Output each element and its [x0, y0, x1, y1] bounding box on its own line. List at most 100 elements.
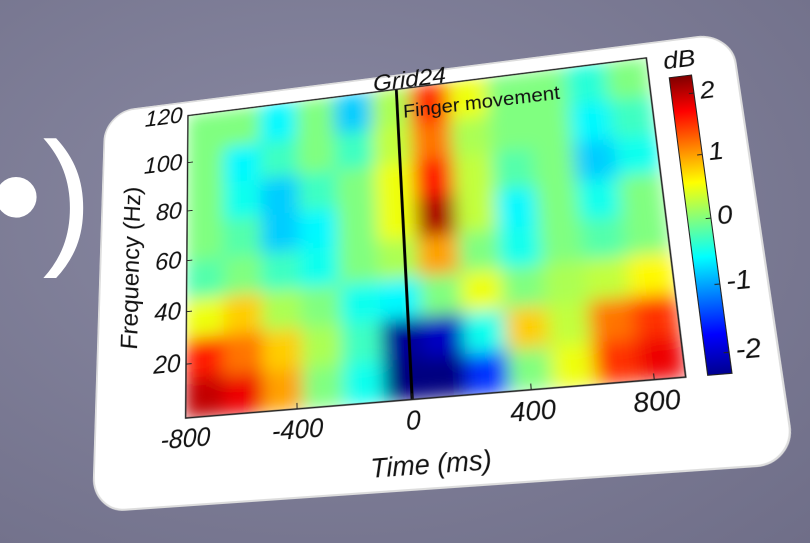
heatmap-cell [504, 303, 552, 350]
heatmap-cell [261, 210, 302, 254]
heatmap-cell [223, 214, 263, 258]
card: Grid24 Frequency (Hz) Time (ms) dB Finge… [89, 29, 802, 522]
heatmap-cell [565, 62, 611, 106]
heatmap-cell [454, 188, 499, 233]
heatmap-cell [298, 168, 339, 211]
heatmap-cell [411, 118, 454, 161]
heatmap-cell [263, 366, 305, 413]
heatmap-cell [613, 132, 661, 177]
left-fragment: •) [0, 120, 92, 270]
heatmap-cell [492, 146, 538, 191]
y-tick-label: 20 [152, 349, 181, 380]
x-tick-label: 0 [405, 405, 422, 436]
heatmap-cell [186, 145, 225, 187]
colorbar-tick-label: -1 [724, 265, 753, 297]
heatmap-cell [262, 286, 304, 331]
heatmap-cell [580, 214, 629, 260]
heatmap-cell [419, 271, 464, 317]
y-axis-label: Frequency (Hz) [116, 185, 146, 351]
y-tick [187, 260, 192, 261]
chart: Grid24 Frequency (Hz) Time (ms) dB Finge… [89, 29, 800, 517]
x-tick-label: 400 [509, 394, 558, 428]
heatmap-cell [424, 352, 470, 400]
colorbar-tick [697, 154, 702, 155]
heatmap-cell [300, 244, 342, 289]
heatmap-cell [223, 252, 263, 296]
heatmap-cell [223, 177, 262, 220]
heatmap-cell [415, 193, 459, 238]
y-tick [186, 311, 192, 312]
heatmap-cell [500, 262, 547, 309]
heatmap-cell [333, 91, 374, 133]
colorbar-tick [714, 284, 719, 285]
heatmap-cell [538, 218, 586, 264]
y-tick [186, 364, 192, 365]
page: •) Grid24 Frequency (Hz) Time (ms) dB Fi… [0, 0, 810, 543]
heatmap-cell [497, 223, 544, 269]
heatmap-cell [494, 184, 540, 229]
heatmap-cell [413, 155, 457, 199]
colorbar-tick [706, 218, 711, 219]
colorbar-tick-label: -2 [733, 333, 763, 366]
heatmap-cell [379, 275, 423, 321]
y-tick-label: 80 [156, 197, 183, 226]
heatmap-cell [342, 359, 386, 406]
heatmap-cell [576, 175, 624, 221]
colorbar-label: dB [662, 45, 698, 75]
x-tick-label: 800 [632, 384, 684, 419]
y-tick-label: 40 [154, 297, 182, 327]
heatmap-cell [535, 179, 582, 224]
heatmap-cell [631, 291, 682, 339]
heatmap-cell [186, 218, 225, 261]
heatmap-cell [417, 231, 462, 276]
heatmap-cell [617, 170, 666, 216]
heatmap-cell [592, 337, 643, 386]
heatmap-cell [372, 123, 414, 166]
heatmap-cell [338, 240, 381, 285]
heatmap-cell [572, 136, 619, 181]
y-tick-label: 60 [155, 247, 182, 277]
colorbar-tick [689, 93, 694, 94]
heatmap-cell [584, 254, 633, 301]
heatmap-cell [337, 201, 379, 245]
heatmap-cell [299, 206, 341, 250]
y-tick-label: 100 [144, 150, 183, 180]
heatmap-cell [260, 136, 300, 179]
heatmap-cell [224, 370, 266, 416]
heatmap-cell [185, 333, 226, 378]
heatmap-cell [224, 329, 265, 375]
heatmap-cell [635, 333, 687, 382]
heatmap-cell [261, 248, 302, 293]
y-tick [187, 210, 192, 211]
heatmap-cell [609, 94, 657, 139]
x-tick-label: -400 [272, 413, 325, 447]
heatmap-cell [301, 322, 344, 368]
heatmap-cell [421, 311, 467, 358]
x-tick-label: -800 [160, 422, 211, 455]
heatmap-cell [605, 57, 652, 101]
heatmap-cell [626, 250, 676, 297]
heatmap-cell [377, 235, 421, 280]
heatmap-cell [296, 96, 336, 138]
heatmap-cell [223, 141, 262, 183]
heatmap-cell [452, 150, 497, 194]
heatmap-cell [549, 341, 598, 389]
x-tick [531, 384, 532, 390]
heatmap-cell [302, 363, 345, 410]
heatmap-cell [223, 106, 262, 148]
heatmap-cell [334, 127, 376, 170]
heatmap-cell [262, 326, 304, 372]
heatmap-cell [185, 294, 225, 339]
heatmap-cell [260, 173, 300, 216]
heatmap-cell [186, 256, 226, 300]
heatmap-cell [340, 279, 383, 325]
heatmap-cell [300, 282, 342, 327]
heatmap-cell [223, 290, 264, 335]
heatmap-cell [622, 209, 672, 256]
heatmap-cell [187, 110, 225, 152]
heatmap-cell [532, 141, 579, 186]
heatmap-cell [528, 104, 574, 148]
heatmap-cell [374, 159, 417, 203]
heatmap-cell [457, 227, 503, 273]
heatmap-cell [259, 101, 298, 143]
